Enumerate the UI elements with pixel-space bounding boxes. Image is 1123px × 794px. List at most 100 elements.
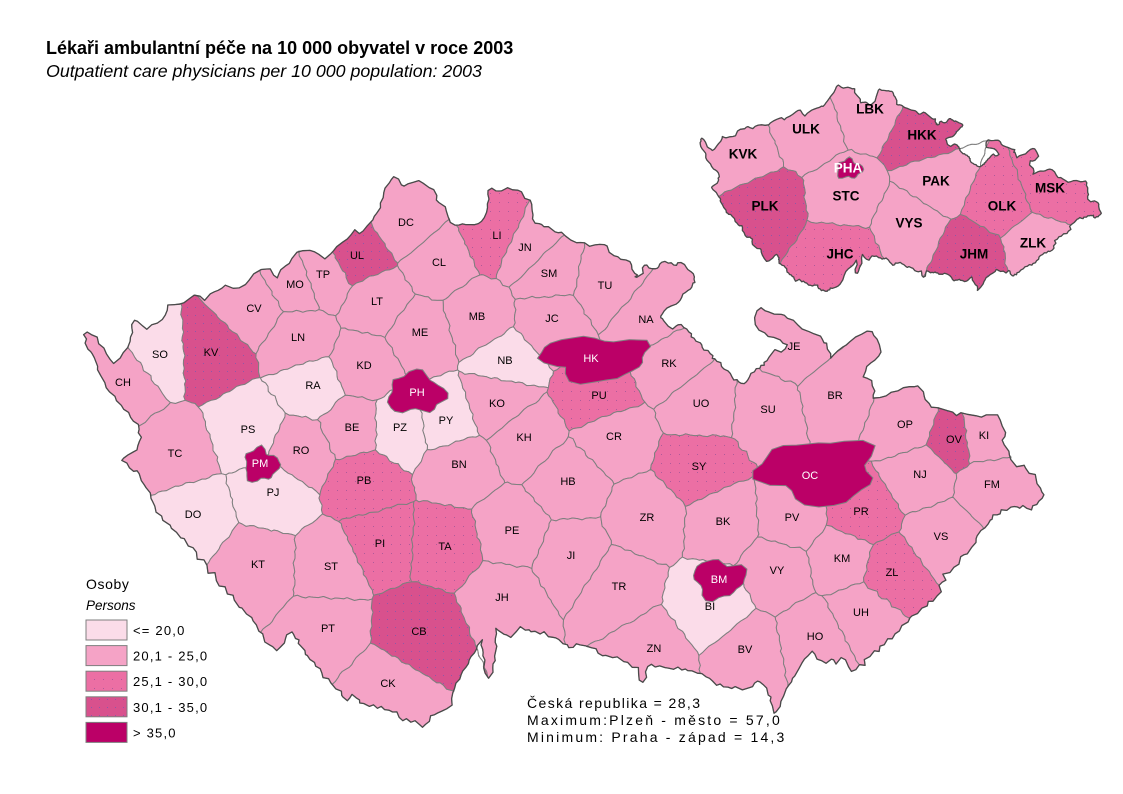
svg-text:BI: BI xyxy=(705,601,715,613)
svg-text:RO: RO xyxy=(293,445,310,457)
svg-text:CB: CB xyxy=(411,626,426,638)
svg-text:RK: RK xyxy=(661,358,677,370)
svg-text:JHM: JHM xyxy=(960,247,989,262)
svg-text:OV: OV xyxy=(946,434,963,446)
svg-text:TU: TU xyxy=(598,280,613,292)
svg-text:25,1 - 30,0: 25,1 - 30,0 xyxy=(133,674,208,689)
svg-text:KT: KT xyxy=(251,559,265,571)
svg-text:BM: BM xyxy=(711,574,728,586)
svg-text:LT: LT xyxy=(371,296,383,308)
svg-text:VYS: VYS xyxy=(895,216,922,231)
svg-text:PR: PR xyxy=(853,506,868,518)
svg-text:20,1 - 25,0: 20,1 - 25,0 xyxy=(133,649,208,664)
svg-text:OLK: OLK xyxy=(988,199,1017,214)
svg-text:LBK: LBK xyxy=(856,102,884,117)
svg-text:BR: BR xyxy=(827,390,842,402)
svg-text:TP: TP xyxy=(316,269,330,281)
svg-text:MO: MO xyxy=(286,279,304,291)
svg-text:MSK: MSK xyxy=(1035,181,1065,196)
svg-text:LI: LI xyxy=(492,230,501,242)
svg-text:HK: HK xyxy=(583,353,599,365)
svg-text:JH: JH xyxy=(495,592,509,604)
svg-text:JE: JE xyxy=(788,341,801,353)
svg-text:STC: STC xyxy=(833,189,860,204)
svg-text:TR: TR xyxy=(612,581,627,593)
svg-text:NJ: NJ xyxy=(913,469,926,481)
svg-text:PM: PM xyxy=(252,458,269,470)
svg-text:PLK: PLK xyxy=(752,199,779,214)
svg-text:ZN: ZN xyxy=(647,643,662,655)
svg-text:KI: KI xyxy=(979,430,989,442)
svg-text:<= 20,0: <= 20,0 xyxy=(133,623,186,638)
svg-text:BE: BE xyxy=(345,422,360,434)
svg-text:HKK: HKK xyxy=(907,128,936,143)
svg-text:PB: PB xyxy=(357,475,372,487)
svg-text:OP: OP xyxy=(897,419,913,431)
svg-text:PT: PT xyxy=(321,623,335,635)
svg-text:PS: PS xyxy=(241,424,256,436)
svg-text:Maximum:Plzeň - město = 57,0: Maximum:Plzeň - město = 57,0 xyxy=(527,712,782,728)
svg-text:DO: DO xyxy=(185,509,202,521)
svg-text:Lékaři ambulantní péče na 10 0: Lékaři ambulantní péče na 10 000 obyvate… xyxy=(46,38,513,58)
svg-text:NA: NA xyxy=(638,314,654,326)
svg-text:CR: CR xyxy=(606,431,622,443)
svg-text:PE: PE xyxy=(505,525,520,537)
svg-text:PH: PH xyxy=(409,387,424,399)
svg-text:NB: NB xyxy=(497,355,512,367)
svg-text:DC: DC xyxy=(398,217,414,229)
svg-text:VS: VS xyxy=(934,531,949,543)
svg-text:LN: LN xyxy=(291,332,305,344)
svg-text:TC: TC xyxy=(168,448,183,460)
svg-text:HO: HO xyxy=(807,631,824,643)
svg-text:Minimum: Praha - západ = 14,3: Minimum: Praha - západ = 14,3 xyxy=(527,729,787,745)
svg-text:PI: PI xyxy=(375,538,385,550)
svg-text:JC: JC xyxy=(545,313,559,325)
svg-text:PJ: PJ xyxy=(267,487,280,499)
svg-text:VY: VY xyxy=(770,565,785,577)
svg-text:BK: BK xyxy=(716,516,731,528)
svg-text:PAK: PAK xyxy=(922,174,950,189)
svg-text:PV: PV xyxy=(785,512,800,524)
svg-text:MB: MB xyxy=(469,311,486,323)
svg-text:ZL: ZL xyxy=(886,567,899,579)
svg-text:JI: JI xyxy=(567,550,576,562)
svg-text:Outpatient care physicians per: Outpatient care physicians per 10 000 po… xyxy=(46,61,482,81)
svg-text:KV: KV xyxy=(204,347,219,359)
svg-text:UO: UO xyxy=(693,398,710,410)
svg-text:KD: KD xyxy=(356,360,371,372)
svg-text:KH: KH xyxy=(516,432,531,444)
svg-text:PY: PY xyxy=(439,415,454,427)
svg-text:Persons: Persons xyxy=(86,598,136,613)
svg-text:ZR: ZR xyxy=(640,512,655,524)
svg-text:PHA: PHA xyxy=(834,161,863,176)
svg-text:SY: SY xyxy=(692,461,707,473)
svg-text:PU: PU xyxy=(591,390,606,402)
svg-text:PZ: PZ xyxy=(393,422,407,434)
svg-text:BV: BV xyxy=(738,644,753,656)
svg-text:UH: UH xyxy=(853,607,869,619)
svg-text:UL: UL xyxy=(350,250,364,262)
svg-text:JN: JN xyxy=(518,242,532,254)
svg-text:30,1 - 35,0: 30,1 - 35,0 xyxy=(133,700,208,715)
svg-text:RA: RA xyxy=(305,380,321,392)
svg-text:BN: BN xyxy=(451,459,466,471)
svg-text:SM: SM xyxy=(541,268,558,280)
svg-text:KVK: KVK xyxy=(729,147,758,162)
svg-text:SO: SO xyxy=(152,349,168,361)
svg-text:KO: KO xyxy=(489,398,505,410)
svg-text:ZLK: ZLK xyxy=(1020,236,1046,251)
svg-text:ST: ST xyxy=(324,561,338,573)
svg-text:CK: CK xyxy=(380,678,396,690)
svg-text:KM: KM xyxy=(834,553,851,565)
svg-text:ULK: ULK xyxy=(792,122,820,137)
svg-text:SU: SU xyxy=(760,404,775,416)
svg-text:Česká republika = 28,3: Česká republika = 28,3 xyxy=(527,695,701,711)
svg-text:TA: TA xyxy=(438,541,452,553)
svg-text:JHC: JHC xyxy=(826,247,853,262)
svg-text:FM: FM xyxy=(984,479,1000,491)
svg-text:CL: CL xyxy=(432,257,446,269)
svg-text:Osoby: Osoby xyxy=(86,576,129,592)
svg-text:> 35,0: > 35,0 xyxy=(133,725,177,740)
svg-text:ME: ME xyxy=(412,327,429,339)
svg-text:CV: CV xyxy=(246,303,262,315)
